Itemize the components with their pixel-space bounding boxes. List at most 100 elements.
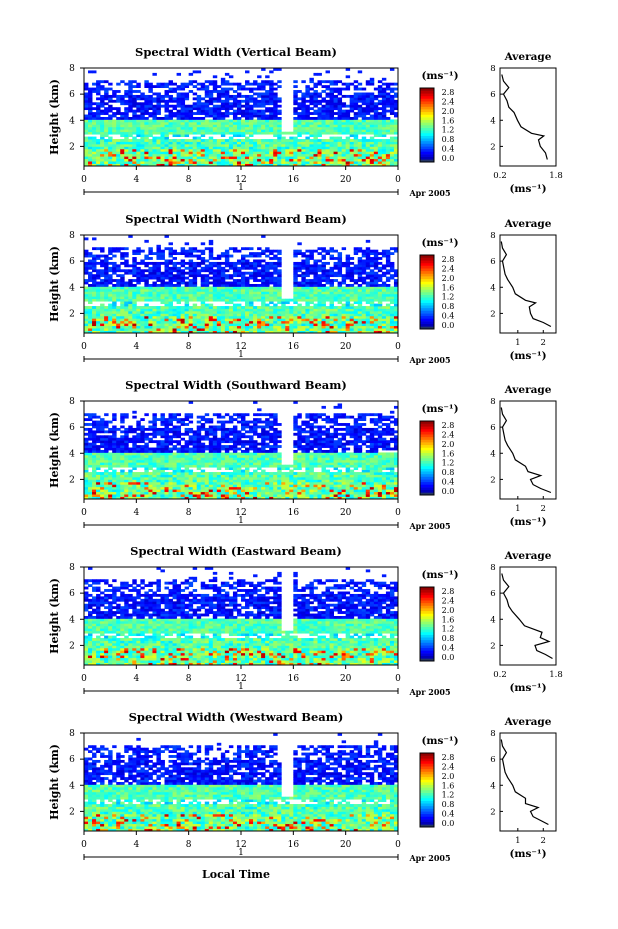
heatmap-cell (184, 112, 190, 115)
heatmap-cell (192, 325, 198, 329)
heatmap-cell (208, 99, 214, 103)
heatmap-cell (285, 318, 290, 322)
heatmap-cell (369, 117, 375, 120)
heatmap-cell (236, 330, 242, 334)
heatmap-cell (116, 476, 121, 480)
heatmap-cell (180, 274, 186, 278)
heatmap-cell (317, 276, 322, 280)
heatmap-cell (249, 87, 254, 91)
heatmap-cell (257, 148, 262, 152)
heatmap-cell (100, 303, 105, 307)
heatmap-cell (349, 151, 355, 155)
heatmap-cell (236, 117, 242, 120)
colorbar-step (420, 88, 434, 91)
heatmap-cell (381, 158, 387, 162)
heatmap-cell (232, 99, 238, 103)
heatmap-cell (245, 296, 250, 300)
heatmap-cell (337, 119, 343, 123)
heatmap-cell (108, 306, 113, 309)
heatmap-cell (176, 279, 182, 282)
heatmap-cell (108, 279, 113, 282)
heatmap-cell (140, 310, 145, 314)
heatmap-cell (116, 143, 121, 147)
heatmap-cell (361, 306, 367, 309)
heatmap-cell (381, 323, 387, 327)
heatmap-cell (313, 269, 318, 273)
heatmap-cell (152, 117, 157, 120)
heatmap-cell (341, 286, 347, 290)
heatmap-cell (160, 320, 165, 324)
heatmap-cell (92, 308, 97, 312)
heatmap-cell (168, 276, 173, 280)
heatmap-cell (184, 131, 190, 135)
heatmap-cell (216, 104, 222, 108)
heatmap-cell (92, 298, 97, 302)
heatmap-cell (313, 146, 318, 150)
heatmap-cell (365, 139, 371, 142)
heatmap-cell (208, 119, 214, 123)
heatmap-cell (116, 442, 121, 446)
heatmap-cell (112, 298, 117, 302)
heatmap-cell (333, 310, 339, 314)
heatmap-cell (204, 124, 210, 128)
heatmap-cell (361, 249, 367, 253)
heatmap-cell (293, 99, 298, 103)
heatmap-cell (196, 323, 202, 327)
heatmap-cell (124, 445, 129, 448)
heatmap-cell (228, 136, 234, 140)
heatmap-cell (293, 109, 298, 113)
heatmap-cell (116, 306, 121, 309)
x-tick-label: 16 (288, 175, 300, 185)
heatmap-cell (208, 306, 214, 309)
heatmap-cell (361, 293, 367, 297)
heatmap-cell (273, 129, 278, 133)
heatmap-cell (253, 274, 258, 278)
heatmap-cell (325, 141, 330, 145)
colorbar-step (420, 93, 434, 97)
heatmap-cell (353, 308, 359, 312)
heatmap-cell (124, 489, 129, 493)
heatmap-cell (144, 129, 149, 133)
heatmap-cell (232, 158, 238, 162)
heatmap-cell (333, 112, 339, 115)
heatmap-cell (325, 124, 330, 128)
heatmap-cell (224, 114, 230, 118)
heatmap-cell (88, 117, 93, 120)
heatmap-cell (96, 112, 101, 115)
heatmap-cell (168, 87, 173, 91)
heatmap-cell (112, 114, 117, 118)
heatmap-cell (196, 261, 202, 265)
heatmap-cell (393, 284, 399, 287)
heatmap-cell (309, 112, 314, 115)
heatmap-cell (228, 274, 234, 278)
heatmap-cell (112, 469, 117, 473)
heatmap-cell (136, 97, 141, 101)
heatmap-cell (241, 286, 246, 290)
heatmap-cell (128, 99, 133, 103)
heatmap-cell (172, 310, 177, 314)
heatmap-cell (84, 139, 89, 142)
heatmap-cell (100, 254, 105, 258)
heatmap-cell (136, 296, 141, 300)
heatmap-cell (136, 94, 141, 98)
heatmap-cell (148, 97, 153, 101)
heatmap-cell (232, 266, 238, 270)
heatmap-cell (241, 141, 246, 145)
heatmap-cell (224, 121, 230, 125)
heatmap-cell (385, 151, 391, 155)
heatmap-cell (212, 75, 218, 79)
heatmap-cell (132, 109, 137, 113)
heatmap-cell (357, 271, 363, 275)
heatmap-cell (212, 129, 218, 133)
heatmap-cell (136, 151, 141, 155)
heatmap-cell (257, 254, 262, 258)
heatmap-cell (325, 87, 330, 91)
heatmap-cell (204, 148, 210, 152)
heatmap-cell (120, 469, 125, 473)
heatmap-cell (96, 462, 101, 466)
heatmap-cell (216, 107, 222, 111)
heatmap-cell (96, 306, 101, 309)
heatmap-cell (353, 323, 359, 327)
heatmap-cell (152, 151, 157, 155)
heatmap-cell (329, 153, 334, 157)
